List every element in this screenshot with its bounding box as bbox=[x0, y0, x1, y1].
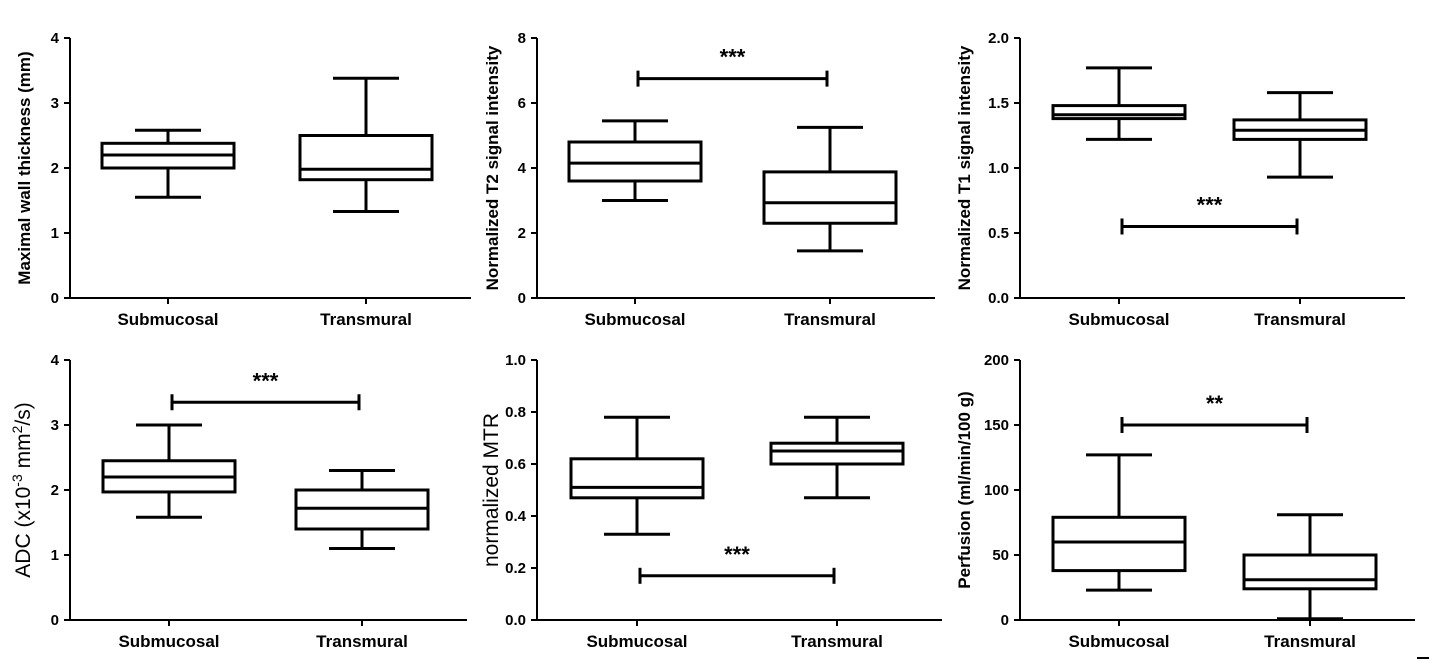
panel-6: 0 50 100 150 200 Submucosal Transmural Perfusio… bbox=[955, 352, 1415, 651]
box-plot bbox=[1232, 91, 1368, 179]
y-tick-label: 2 bbox=[51, 482, 59, 499]
y-tick-label: 0.0 bbox=[505, 612, 526, 629]
significance-bracket: *** bbox=[1120, 193, 1299, 235]
y-tick-label: 0 bbox=[51, 290, 59, 307]
y-axis-label-superscript: -3 bbox=[9, 474, 25, 487]
significance-label: ** bbox=[1206, 391, 1224, 416]
y-tick-label: 2.0 bbox=[988, 30, 1009, 47]
category-label: Submucosal bbox=[118, 632, 219, 651]
box-plot bbox=[294, 469, 430, 550]
box-plot bbox=[101, 423, 237, 519]
y-tick-label: 4 bbox=[51, 30, 60, 47]
iqr-box bbox=[298, 134, 434, 182]
box-plot bbox=[567, 119, 703, 202]
y-tick-label: 1 bbox=[51, 225, 59, 242]
significance-label: *** bbox=[1197, 193, 1223, 218]
y-tick-label: 2 bbox=[518, 225, 526, 242]
y-tick-label: 1.5 bbox=[988, 95, 1009, 112]
iqr-box bbox=[1242, 553, 1378, 591]
y-tick-label: 1.0 bbox=[505, 352, 526, 369]
y-axis-label-part: /s) bbox=[12, 402, 35, 425]
y-tick-label: 200 bbox=[984, 352, 1009, 369]
y-tick-label: 8 bbox=[518, 30, 526, 47]
iqr-box bbox=[567, 140, 703, 183]
y-tick-label: 4 bbox=[51, 352, 60, 369]
y-tick-label: 0.5 bbox=[988, 225, 1009, 242]
y-tick-label: 1.0 bbox=[988, 160, 1009, 177]
category-label: Transmural bbox=[316, 632, 408, 651]
y-tick-label: 0 bbox=[518, 290, 526, 307]
y-axis-label-part: ADC (x10 bbox=[12, 487, 35, 578]
y-axis-label: Normalized T1 signal intensity bbox=[955, 45, 974, 290]
iqr-box bbox=[762, 170, 898, 225]
significance-bracket: *** bbox=[170, 368, 361, 411]
significance-label: *** bbox=[724, 542, 750, 567]
y-tick-label: 6 bbox=[518, 95, 526, 112]
panel-5: 0.0 0.2 0.4 0.6 0.8 1.0 Submucosal Transmural no… bbox=[480, 352, 942, 651]
box-plot bbox=[1242, 513, 1378, 621]
panel-2: 0 2 4 6 8 Submucosal Transmural Normalized T2 s… bbox=[483, 30, 935, 329]
y-axis-label: normalized MTR bbox=[480, 413, 503, 567]
y-tick-label: 0 bbox=[1001, 612, 1009, 629]
y-tick-label: 0.8 bbox=[505, 404, 526, 421]
category-label: Submucosal bbox=[1068, 310, 1169, 329]
box-plot bbox=[1051, 453, 1187, 592]
y-axis-label: Perfusion (ml/min/100 g) bbox=[955, 391, 974, 588]
y-tick-label: 3 bbox=[51, 417, 59, 434]
box-plot bbox=[100, 128, 236, 199]
y-tick-label: 4 bbox=[518, 160, 527, 177]
box-plot bbox=[298, 76, 434, 214]
significance-label: *** bbox=[253, 368, 279, 393]
box-plot bbox=[762, 125, 898, 253]
iqr-box bbox=[569, 457, 705, 500]
category-label: Submucosal bbox=[117, 310, 218, 329]
significance-bracket: *** bbox=[638, 542, 836, 584]
corner-dash bbox=[1417, 657, 1429, 659]
iqr-box bbox=[1051, 515, 1187, 573]
y-tick-label: 100 bbox=[984, 482, 1009, 499]
category-label: Transmural bbox=[1264, 632, 1356, 651]
y-tick-label: 0.4 bbox=[505, 508, 527, 525]
significance-label: *** bbox=[720, 45, 746, 70]
box-plot bbox=[1051, 66, 1187, 141]
category-label: Transmural bbox=[320, 310, 412, 329]
y-axis-label: Normalized T2 signal intensity bbox=[483, 45, 502, 290]
y-axis-label: ADC (x10-3 mm2/s) bbox=[9, 402, 35, 577]
y-tick-label: 0.2 bbox=[505, 560, 526, 577]
category-label: Submucosal bbox=[1068, 632, 1169, 651]
y-tick-label: 3 bbox=[51, 95, 59, 112]
y-axis-label: Maximal wall thickness (mm) bbox=[15, 51, 34, 284]
iqr-box bbox=[769, 441, 905, 466]
y-axis-label-superscript: 2 bbox=[9, 425, 25, 433]
significance-bracket: *** bbox=[636, 45, 829, 87]
y-tick-label: 2 bbox=[51, 160, 59, 177]
category-label: Transmural bbox=[1254, 310, 1346, 329]
significance-bracket: ** bbox=[1120, 391, 1309, 433]
y-tick-label: 150 bbox=[984, 417, 1009, 434]
box-plot bbox=[769, 415, 905, 500]
iqr-box bbox=[1051, 104, 1187, 121]
category-label: Transmural bbox=[791, 632, 883, 651]
category-label: Transmural bbox=[784, 310, 876, 329]
category-label: Submucosal bbox=[586, 632, 687, 651]
box-plot bbox=[569, 415, 705, 536]
y-tick-label: 0 bbox=[51, 612, 59, 629]
panel-3: 0.0 0.5 1.0 1.5 2.0 Submucosal Transmural Norma… bbox=[955, 30, 1405, 329]
panel-1: 0 1 2 3 4 Submucosal Transmural Maximal wall th… bbox=[15, 30, 471, 329]
y-tick-label: 0.6 bbox=[505, 456, 526, 473]
category-label: Submucosal bbox=[584, 310, 685, 329]
y-tick-label: 1 bbox=[51, 547, 59, 564]
y-tick-label: 50 bbox=[992, 547, 1009, 564]
y-tick-label: 0.0 bbox=[988, 290, 1009, 307]
y-axis-label-part: mm bbox=[12, 433, 35, 474]
